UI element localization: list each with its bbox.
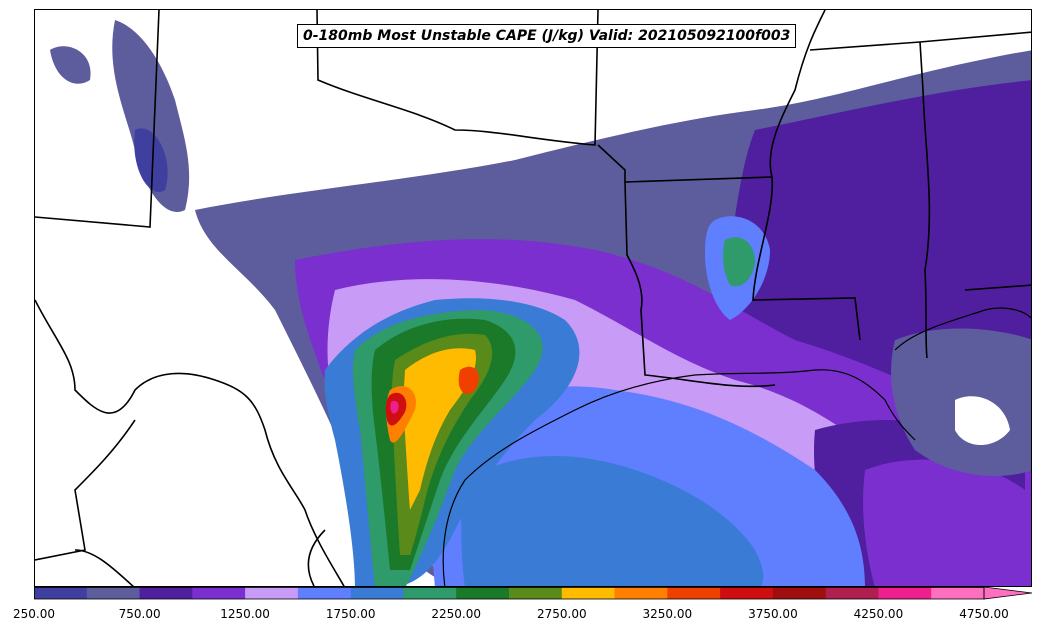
cape-contours: [50, 20, 1031, 586]
map-panel: 0-180mb Most Unstable CAPE (J/kg) Valid:…: [34, 9, 1032, 587]
colorbar-swatch: [403, 587, 457, 599]
chart-title: 0-180mb Most Unstable CAPE (J/kg) Valid:…: [297, 24, 797, 48]
colorbar-swatch: [86, 587, 141, 599]
colorbar-tick-label: 2750.00: [536, 607, 587, 621]
colorbar-outline: [34, 587, 985, 600]
colorbar-swatch: [878, 587, 932, 599]
colorbar-tick-label: 1250.00: [220, 607, 270, 621]
colorbar-tick-label: 250.00: [13, 607, 55, 621]
colorbar-extension: [983, 587, 1033, 600]
colorbar-swatch: [931, 587, 985, 599]
colorbar-swatch: [614, 587, 668, 599]
cape-map: [35, 10, 1031, 586]
colorbar-swatch: [245, 587, 299, 599]
colorbar-swatch: [720, 587, 774, 599]
colorbar-swatch: [350, 587, 404, 599]
colorbar-tick-label: 4250.00: [853, 607, 904, 621]
colorbar-swatch: [34, 587, 88, 599]
colorbar-swatch: [139, 587, 193, 599]
colorbar-tick-label: 750.00: [118, 607, 161, 621]
colorbar-tick-label: 3250.00: [642, 607, 693, 621]
colorbar-swatch: [509, 587, 563, 599]
state-boundaries: [35, 10, 1031, 586]
colorbar-swatch: [772, 587, 827, 599]
colorbar-tick-label: 4750.00: [959, 607, 1009, 621]
colorbar-swatch: [297, 587, 352, 599]
colorbar-swatch: [456, 587, 510, 599]
colorbar-swatch: [192, 587, 246, 599]
colorbar: [34, 587, 1033, 600]
colorbar-tick-label: 2250.00: [431, 607, 481, 621]
colorbar-tick-label: 1750.00: [325, 607, 376, 621]
coastline: [442, 307, 1031, 586]
colorbar-swatch: [561, 587, 616, 599]
colorbar-tick-label: 3750.00: [748, 607, 798, 621]
colorbar-swatch: [667, 587, 721, 599]
colorbar-swatch: [825, 587, 879, 599]
